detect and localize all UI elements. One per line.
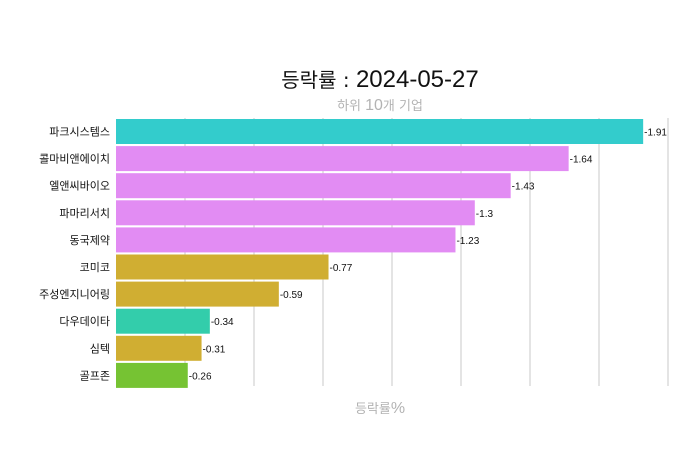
value-label: -0.26	[189, 371, 212, 382]
category-label: 심텍	[90, 342, 110, 355]
category-label: 동국제약	[70, 233, 110, 247]
subtitle-prefix: 하위	[337, 99, 366, 114]
category-label: 주성엔지니어링	[39, 288, 110, 301]
value-label: -1.43	[512, 182, 535, 193]
value-label: -0.31	[203, 344, 226, 355]
value-label: -1.3	[476, 209, 494, 220]
value-label: -1.23	[456, 236, 479, 247]
x-axis-unit: %	[390, 400, 406, 417]
value-label: -1.91	[644, 128, 667, 139]
bar	[116, 281, 279, 307]
bar	[116, 173, 511, 199]
category-label: 골프존	[80, 369, 110, 382]
x-axis-label-text: 등락률	[354, 402, 391, 417]
bar	[116, 146, 569, 172]
category-label: 콜마비앤에이치	[39, 153, 110, 166]
chart-title-label: 등락률 :	[281, 68, 356, 92]
subtitle-suffix: 개 기업	[382, 99, 423, 114]
bar	[116, 362, 188, 388]
category-label: 코미코	[80, 261, 110, 274]
bar	[116, 119, 644, 144]
chart-subtitle: 하위 10개 기업	[0, 95, 700, 115]
bar	[116, 200, 475, 226]
category-label: 엘앤씨바이오	[49, 180, 110, 193]
value-label: -0.34	[211, 317, 234, 328]
chart-title-date: 2024-05-27	[355, 66, 479, 93]
chart-title: 등락률 : 2024-05-27	[0, 64, 700, 94]
bar	[116, 308, 210, 334]
value-label: -0.59	[280, 290, 303, 301]
value-label: -1.64	[570, 155, 593, 166]
subtitle-count: 10	[365, 97, 383, 114]
bar	[116, 335, 202, 361]
value-label: -0.77	[330, 263, 353, 274]
bar	[116, 254, 329, 280]
category-label: 파마리서치	[59, 207, 110, 220]
category-label: 파크시스템스	[49, 126, 110, 139]
x-axis-label: 등락률%	[0, 398, 700, 418]
category-label: 다우데이타	[59, 315, 110, 328]
bar	[116, 227, 456, 253]
